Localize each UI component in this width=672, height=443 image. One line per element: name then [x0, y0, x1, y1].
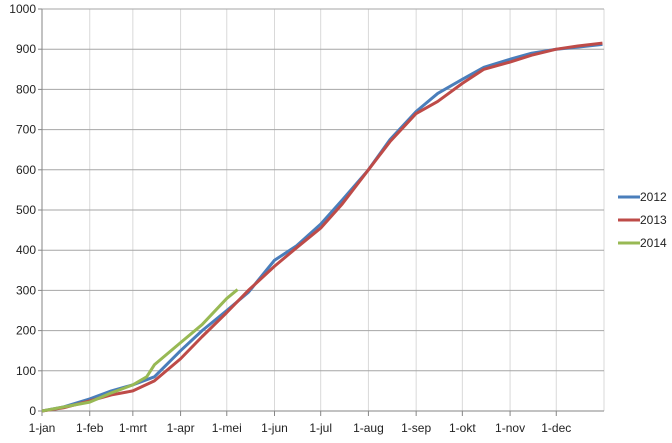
y-tick-label: 900 — [16, 42, 36, 56]
x-tick-label: 1-jan — [29, 421, 56, 435]
x-tick-label: 1-mrt — [119, 421, 148, 435]
legend-label-2013: 2013 — [640, 213, 667, 227]
x-tick-label: 1-jul — [309, 421, 332, 435]
legend-label-2014: 2014 — [640, 236, 667, 250]
legend-label-2012: 2012 — [640, 190, 667, 204]
x-tick-label: 1-nov — [495, 421, 525, 435]
y-axis: 0 100 200 300 400 500 600 700 800 900 1000 — [9, 2, 43, 418]
y-tick-label: 700 — [16, 123, 36, 137]
series-lines — [41, 41, 603, 413]
y-tick-label: 200 — [16, 324, 36, 338]
grid — [42, 8, 605, 412]
y-tick-label: 0 — [29, 404, 36, 418]
y-tick-label: 400 — [16, 243, 36, 257]
x-tick-label: 1-jun — [261, 421, 288, 435]
x-tick-label: 1-mei — [212, 421, 242, 435]
x-tick-label: 1-feb — [76, 421, 104, 435]
x-tick-label: 1-dec — [541, 421, 571, 435]
x-tick-label: 1-sep — [401, 421, 431, 435]
y-tick-label: 800 — [16, 82, 36, 96]
y-tick-label: 500 — [16, 203, 36, 217]
x-tick-label: 1-aug — [353, 421, 384, 435]
legend: 2012 2013 2014 — [618, 190, 667, 250]
y-tick-label: 600 — [16, 163, 36, 177]
y-tick-label: 300 — [16, 283, 36, 297]
x-tick-label: 1-apr — [167, 421, 195, 435]
x-tick-label: 1-okt — [449, 421, 476, 435]
series-line-2014 — [41, 288, 239, 413]
x-axis: 1-jan 1-feb 1-mrt 1-apr 1-mei 1-jun 1-jul 1-aug… — [29, 411, 571, 435]
series-line-2013 — [41, 41, 603, 413]
y-tick-label: 1000 — [9, 2, 36, 16]
y-tick-label: 100 — [16, 364, 36, 378]
